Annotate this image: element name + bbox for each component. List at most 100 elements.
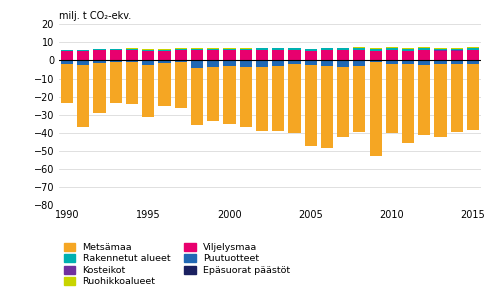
Bar [337, 60, 349, 61]
Bar [321, 60, 333, 61]
Bar [256, 50, 268, 60]
Bar [109, 62, 122, 103]
Bar [354, 66, 365, 132]
Bar [451, 60, 463, 61]
Bar [126, 48, 138, 49]
Bar [159, 63, 170, 106]
Bar [467, 60, 479, 61]
Bar [467, 47, 479, 48]
Bar [256, 61, 268, 67]
Bar [435, 49, 447, 50]
Bar [451, 64, 463, 132]
Bar [354, 48, 365, 50]
Bar [93, 49, 106, 50]
Bar [467, 61, 479, 64]
Bar [77, 60, 89, 61]
Bar [370, 48, 382, 49]
Bar [240, 49, 252, 50]
Bar [402, 60, 414, 61]
Bar [467, 64, 479, 130]
Bar [467, 48, 479, 50]
Bar [109, 50, 122, 60]
Bar [159, 49, 170, 50]
Bar [223, 48, 236, 49]
Bar [191, 50, 203, 60]
Bar [288, 64, 300, 133]
Bar [77, 61, 89, 65]
Bar [240, 67, 252, 127]
Bar [321, 50, 333, 60]
Bar [191, 68, 203, 125]
Bar [159, 60, 170, 61]
Bar [435, 48, 447, 49]
Bar [272, 61, 284, 66]
Bar [256, 67, 268, 131]
Bar [272, 60, 284, 61]
Bar [126, 62, 138, 104]
Bar [370, 51, 382, 60]
Bar [370, 62, 382, 156]
Bar [402, 48, 414, 49]
Bar [207, 48, 219, 49]
Bar [337, 47, 349, 48]
Bar [142, 50, 154, 51]
Bar [191, 49, 203, 50]
Bar [272, 66, 284, 131]
Bar [304, 61, 317, 65]
Bar [109, 49, 122, 50]
Bar [370, 49, 382, 51]
Bar [435, 51, 447, 60]
Bar [223, 60, 236, 61]
Bar [142, 60, 154, 61]
Bar [354, 50, 365, 60]
Bar [402, 61, 414, 64]
Bar [223, 50, 236, 60]
Bar [337, 67, 349, 137]
Bar [451, 61, 463, 64]
Bar [288, 60, 300, 61]
Bar [142, 51, 154, 60]
Bar [304, 49, 317, 51]
Bar [175, 60, 187, 61]
Bar [175, 49, 187, 50]
Bar [370, 60, 382, 61]
Bar [142, 65, 154, 117]
Bar [207, 60, 219, 61]
Bar [61, 61, 73, 64]
Bar [61, 60, 73, 61]
Bar [126, 50, 138, 60]
Bar [304, 65, 317, 146]
Bar [240, 50, 252, 60]
Bar [467, 50, 479, 60]
Bar [386, 47, 398, 48]
Bar [61, 50, 73, 51]
Bar [435, 60, 447, 61]
Text: milj. t CO₂-ekv.: milj. t CO₂-ekv. [59, 11, 131, 21]
Bar [93, 61, 106, 63]
Bar [321, 61, 333, 66]
Bar [370, 61, 382, 62]
Bar [93, 63, 106, 113]
Bar [240, 61, 252, 67]
Bar [256, 48, 268, 50]
Bar [337, 61, 349, 67]
Bar [272, 50, 284, 60]
Bar [354, 60, 365, 61]
Bar [435, 50, 447, 51]
Bar [175, 62, 187, 108]
Bar [337, 50, 349, 60]
Bar [175, 61, 187, 62]
Bar [240, 60, 252, 61]
Bar [386, 61, 398, 64]
Bar [451, 51, 463, 60]
Bar [240, 48, 252, 49]
Bar [191, 60, 203, 61]
Bar [126, 61, 138, 62]
Bar [93, 50, 106, 60]
Bar [61, 64, 73, 103]
Bar [304, 60, 317, 61]
Bar [288, 61, 300, 64]
Bar [175, 50, 187, 60]
Bar [159, 61, 170, 63]
Bar [418, 47, 431, 48]
